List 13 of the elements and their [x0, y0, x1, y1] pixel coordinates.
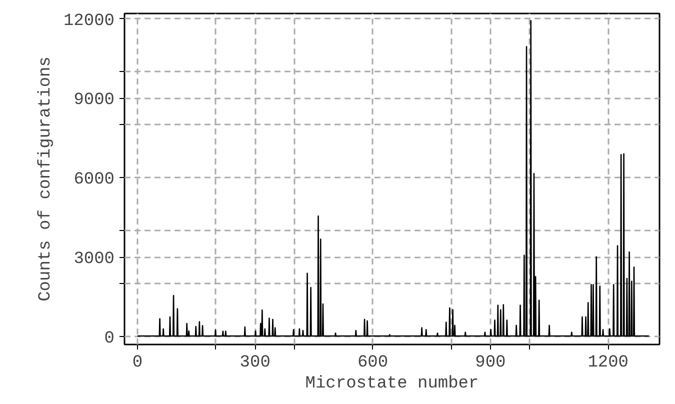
y-tick-label: 0: [104, 330, 114, 349]
x-tick-label: 1200: [588, 354, 629, 372]
y-tick-label: 6000: [74, 170, 115, 190]
y-axis-title: Counts of configurations: [36, 56, 56, 302]
y-tick-label: 12000: [63, 12, 115, 31]
x-tick-label: 600: [357, 354, 388, 372]
y-tick-label: 9000: [74, 91, 115, 110]
line-series: [136, 20, 650, 337]
x-tick-label: 300: [240, 354, 270, 372]
x-tick-label: 0: [132, 354, 143, 372]
y-tick-label: 3000: [74, 250, 115, 270]
x-axis-title: Microstate number: [305, 374, 479, 394]
x-tick-label: 900: [475, 354, 506, 372]
